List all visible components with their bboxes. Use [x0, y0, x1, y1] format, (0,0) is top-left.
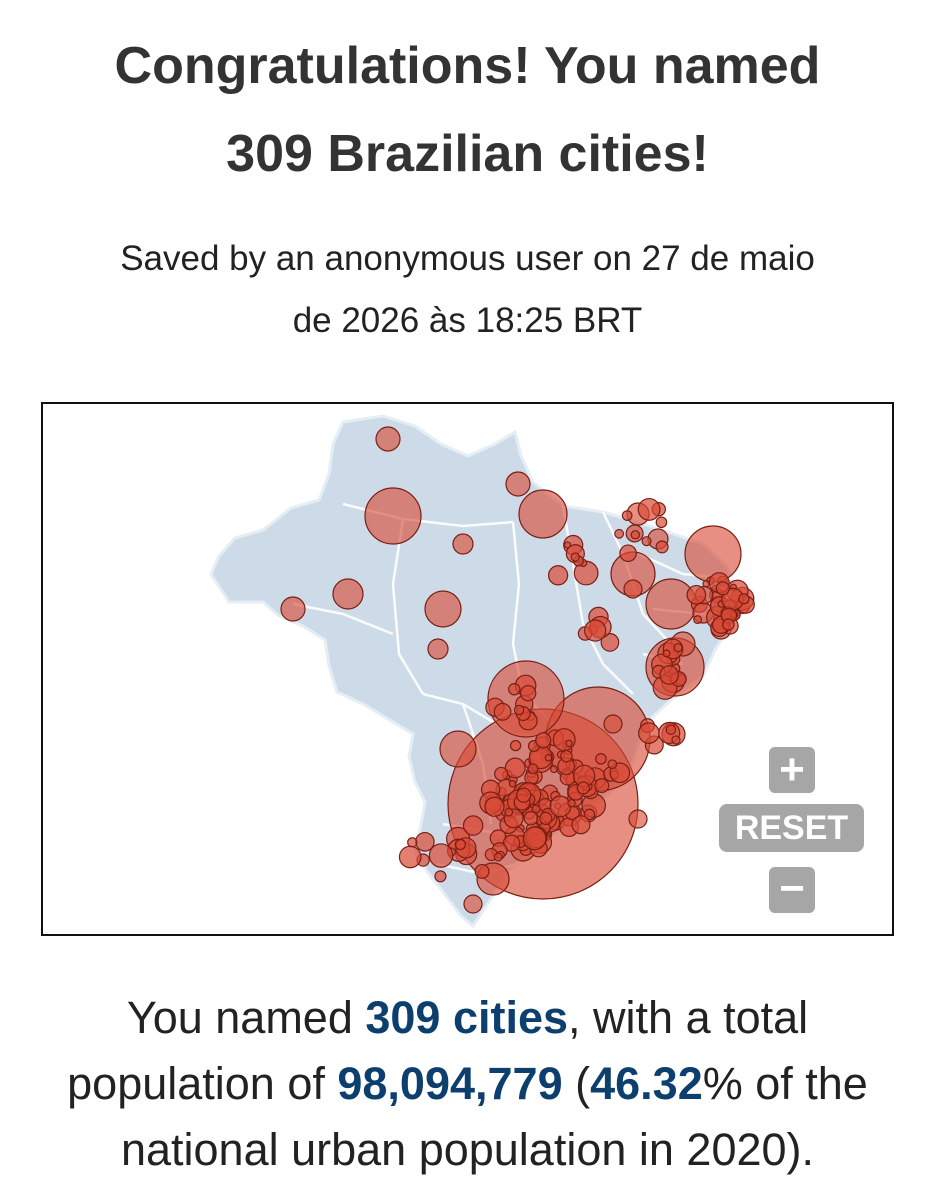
summary-line-3: national urban population in 2020).: [120, 1124, 815, 1175]
city-marker[interactable]: [571, 815, 591, 835]
saved-info-line-1: Saved by an anonymous user on 27 de maio: [120, 239, 815, 278]
summary-text: You named 309 cities, with a total popul…: [0, 985, 935, 1183]
city-marker[interactable]: [702, 579, 710, 588]
city-marker[interactable]: [637, 497, 661, 521]
page-title: Congratulations! You named 309 Brazilian…: [0, 22, 935, 198]
city-marker[interactable]: [673, 643, 683, 653]
city-marker[interactable]: [638, 722, 660, 744]
city-marker[interactable]: [722, 618, 735, 631]
city-marker[interactable]: [662, 649, 671, 658]
zoom-out-button[interactable]: −: [769, 867, 815, 913]
reset-button[interactable]: RESET: [719, 804, 864, 852]
city-marker[interactable]: [547, 565, 569, 586]
city-count: 309 cities: [365, 992, 569, 1043]
city-marker[interactable]: [509, 739, 522, 752]
city-marker[interactable]: [398, 845, 422, 869]
city-marker[interactable]: [535, 732, 552, 749]
city-marker[interactable]: [454, 838, 466, 851]
city-marker[interactable]: [693, 615, 703, 625]
city-marker[interactable]: [567, 799, 576, 808]
city-marker[interactable]: [539, 811, 553, 826]
city-marker[interactable]: [504, 807, 514, 817]
title-line-2: 309 Brazilian cities!: [226, 125, 709, 183]
city-marker[interactable]: [493, 852, 503, 862]
city-marker[interactable]: [434, 870, 447, 883]
city-marker[interactable]: [504, 757, 526, 779]
summary-line-1: You named 309 cities, with a total: [126, 992, 809, 1043]
city-marker[interactable]: [619, 544, 637, 563]
city-marker[interactable]: [516, 787, 532, 803]
city-marker[interactable]: [513, 704, 525, 716]
city-marker[interactable]: [738, 593, 750, 605]
city-marker[interactable]: [462, 815, 484, 836]
city-marker[interactable]: [550, 765, 558, 774]
city-marker[interactable]: [552, 728, 576, 752]
city-marker[interactable]: [505, 471, 531, 497]
city-marker[interactable]: [452, 533, 474, 555]
city-marker[interactable]: [531, 804, 541, 814]
city-marker[interactable]: [570, 552, 580, 562]
city-marker[interactable]: [280, 596, 306, 622]
city-marker[interactable]: [527, 763, 539, 775]
city-marker[interactable]: [522, 826, 547, 851]
city-marker[interactable]: [549, 795, 572, 818]
city-marker[interactable]: [665, 724, 677, 735]
city-marker[interactable]: [623, 579, 643, 599]
saved-info-line-2: de 2026 às 18:25 BRT: [292, 301, 643, 340]
city-marker[interactable]: [463, 894, 483, 914]
city-marker[interactable]: [655, 540, 669, 554]
city-marker[interactable]: [686, 584, 707, 605]
city-marker[interactable]: [655, 516, 668, 529]
title-line-1: Congratulations! You named: [114, 37, 821, 95]
urban-percent: 46.32: [590, 1058, 703, 1109]
city-marker[interactable]: [332, 578, 364, 610]
city-marker[interactable]: [641, 536, 652, 547]
city-marker[interactable]: [424, 590, 462, 628]
city-marker[interactable]: [583, 808, 596, 821]
city-marker[interactable]: [544, 753, 553, 762]
city-marker[interactable]: [607, 759, 618, 770]
city-marker[interactable]: [594, 778, 610, 794]
city-marker[interactable]: [584, 619, 607, 642]
city-marker[interactable]: [600, 633, 620, 652]
city-marker[interactable]: [484, 796, 505, 817]
city-marker[interactable]: [684, 525, 742, 583]
city-marker[interactable]: [645, 578, 697, 630]
city-marker[interactable]: [493, 702, 512, 721]
city-marker[interactable]: [518, 489, 568, 539]
city-marker[interactable]: [427, 638, 449, 660]
city-marker[interactable]: [621, 510, 633, 521]
city-marker[interactable]: [715, 581, 730, 596]
city-marker[interactable]: [508, 779, 517, 788]
saved-info: Saved by an anonymous user on 27 de maio…: [0, 228, 935, 352]
city-marker[interactable]: [630, 530, 641, 540]
city-marker[interactable]: [560, 749, 573, 763]
city-marker[interactable]: [519, 684, 537, 702]
city-marker[interactable]: [439, 730, 477, 768]
map-canvas[interactable]: [43, 404, 892, 934]
total-population: 98,094,779: [337, 1058, 563, 1109]
city-marker[interactable]: [565, 739, 573, 748]
city-marker[interactable]: [474, 863, 490, 879]
city-marker[interactable]: [508, 683, 521, 696]
city-marker[interactable]: [576, 781, 590, 795]
city-marker[interactable]: [364, 487, 422, 545]
city-marker[interactable]: [628, 809, 648, 829]
city-marker[interactable]: [659, 665, 679, 685]
city-marker[interactable]: [595, 753, 607, 765]
city-marker[interactable]: [375, 426, 401, 452]
city-markers: [280, 426, 755, 914]
zoom-in-button[interactable]: +: [769, 747, 815, 793]
brazil-city-map[interactable]: + RESET −: [41, 402, 894, 936]
city-marker[interactable]: [603, 714, 623, 734]
city-marker[interactable]: [428, 843, 454, 868]
city-marker[interactable]: [407, 837, 418, 848]
city-marker[interactable]: [671, 735, 681, 745]
city-marker[interactable]: [494, 766, 509, 782]
summary-line-2: population of 98,094,779 (46.32% of the: [67, 1058, 868, 1109]
city-marker[interactable]: [614, 528, 625, 539]
city-marker[interactable]: [523, 811, 539, 826]
